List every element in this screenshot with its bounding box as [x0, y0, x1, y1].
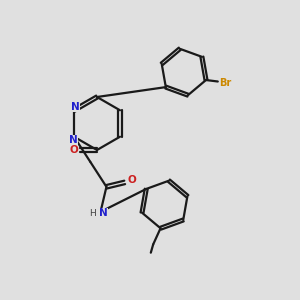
Text: H: H [89, 209, 96, 218]
Text: Br: Br [220, 78, 232, 88]
Text: N: N [71, 102, 80, 112]
Text: O: O [128, 175, 137, 185]
Text: N: N [69, 135, 78, 145]
Text: O: O [69, 145, 78, 155]
Text: N: N [98, 208, 107, 218]
